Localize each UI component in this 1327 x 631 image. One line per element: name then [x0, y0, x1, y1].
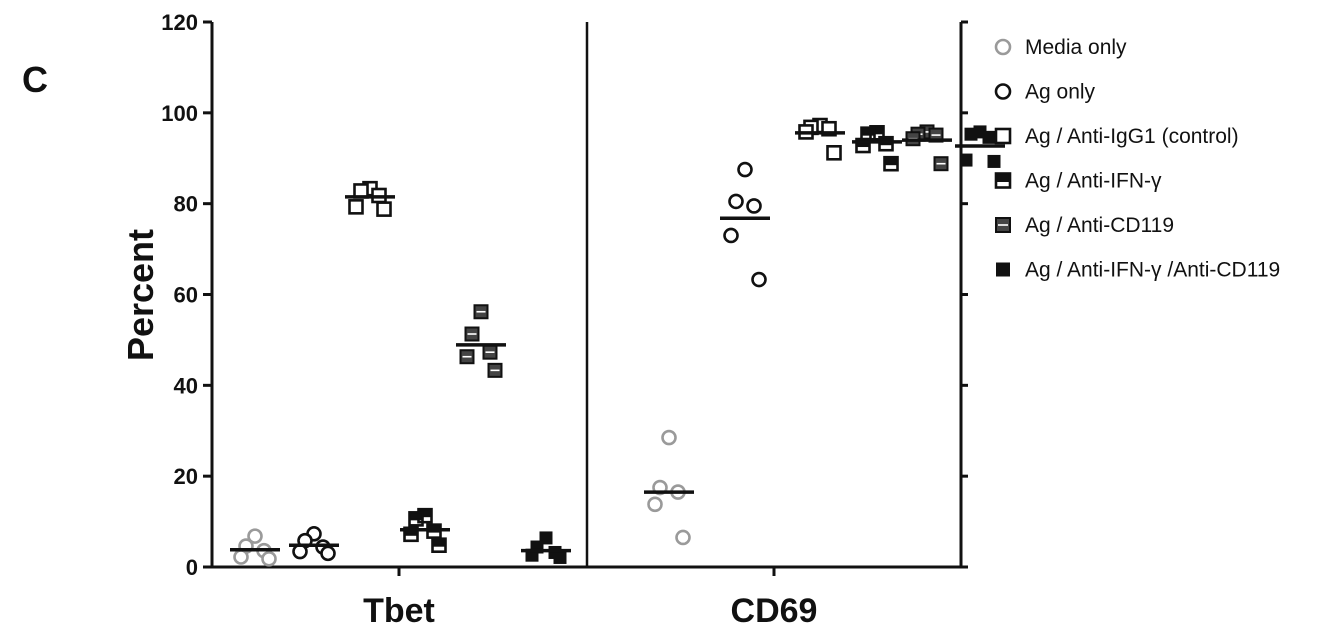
marker-shape	[233, 549, 249, 565]
legend-label: Ag / Anti-CD119	[1025, 214, 1174, 237]
marker-shape	[964, 127, 978, 141]
legend-item: Ag / Anti-IFN-γ /Anti-CD119	[996, 259, 1280, 282]
marker-shape	[261, 551, 277, 567]
data-point	[878, 135, 894, 152]
marker-shape	[675, 529, 691, 546]
marker-shape	[737, 161, 753, 178]
data-point	[987, 154, 1001, 168]
data-point	[247, 528, 263, 544]
y-axis-label: Percent	[120, 229, 161, 361]
marker-fill	[432, 538, 446, 546]
legend-label: Ag only	[1025, 81, 1096, 104]
axes: 0 20 40 60 80 100 120 Tbet CD69	[161, 10, 968, 630]
data-point	[487, 362, 503, 378]
y-tick-label: 20	[174, 464, 198, 489]
data-point	[751, 271, 767, 288]
marker-shape	[996, 262, 1010, 277]
data-point	[883, 155, 899, 172]
marker-shape	[728, 193, 744, 210]
legend-marker	[994, 172, 1012, 189]
marker-shape	[723, 227, 739, 244]
legend-item: Ag only	[994, 81, 1096, 104]
marker-fill	[427, 524, 441, 532]
data-point	[553, 550, 567, 564]
marker-shape	[987, 154, 1001, 168]
marker-shape	[661, 429, 677, 446]
legend-marker	[994, 83, 1012, 100]
legend-item: Media only	[994, 36, 1127, 59]
data-point	[464, 326, 480, 342]
marker-fill	[418, 509, 432, 516]
data-point	[459, 349, 475, 365]
x-group-label: CD69	[731, 592, 818, 630]
marker-fill	[996, 173, 1010, 181]
data-point	[964, 127, 978, 141]
legend-item: Ag / Anti-CD119	[995, 214, 1174, 237]
marker-shape	[746, 198, 762, 214]
data-point	[661, 429, 677, 446]
marker-fill	[409, 512, 423, 519]
data-point	[320, 545, 336, 562]
data-point	[431, 537, 447, 554]
legend-marker	[996, 262, 1010, 277]
data-point	[292, 543, 308, 560]
data-point	[723, 227, 739, 244]
data-point	[746, 198, 762, 214]
marker-shape	[553, 550, 567, 564]
legend-item: Ag / Anti-IFN-γ	[994, 170, 1162, 193]
marker-shape	[247, 528, 263, 544]
data-point	[728, 193, 744, 210]
legend-label: Ag / Anti-IFN-γ	[1025, 170, 1162, 193]
y-tick-label: 120	[161, 10, 198, 35]
data-point	[348, 199, 364, 215]
marker-fill	[884, 157, 898, 164]
y-tick-label: 100	[161, 101, 198, 126]
data-marks	[230, 117, 1005, 567]
marker-shape	[994, 38, 1012, 56]
y-tick-label: 60	[174, 283, 198, 308]
marker-shape	[959, 153, 973, 167]
legend-marker	[994, 127, 1012, 145]
data-point	[647, 496, 663, 513]
data-point	[959, 153, 973, 167]
data-point	[261, 551, 277, 567]
data-point	[933, 156, 949, 172]
y-tick-label: 0	[186, 555, 198, 580]
data-point	[737, 161, 753, 178]
legend-label: Ag / Anti-IFN-γ /Anti-CD119	[1025, 259, 1280, 282]
legend-label: Media only	[1025, 36, 1127, 59]
marker-shape	[348, 199, 364, 215]
x-group-label: Tbet	[363, 592, 435, 630]
marker-shape	[826, 145, 842, 161]
legend-marker	[994, 38, 1012, 56]
legend-item: Ag / Anti-IgG1 (control)	[994, 125, 1239, 148]
marker-shape	[994, 83, 1012, 100]
marker-shape	[751, 271, 767, 288]
legend-label: Ag / Anti-IgG1 (control)	[1025, 125, 1239, 148]
marker-shape	[647, 496, 663, 513]
marker-shape	[376, 201, 392, 217]
marker-shape	[982, 130, 996, 144]
y-tick-label: 40	[174, 373, 198, 398]
data-point	[233, 549, 249, 565]
data-point	[473, 304, 489, 320]
data-point	[982, 130, 996, 144]
marker-shape	[320, 545, 336, 562]
legend: Media only Ag only Ag / Anti-IgG1 (control…	[994, 36, 1280, 282]
data-point	[826, 145, 842, 161]
marker-shape	[994, 127, 1012, 145]
panel-label: C	[22, 59, 48, 100]
data-point	[482, 344, 498, 360]
data-point	[376, 201, 392, 217]
marker-fill	[861, 127, 875, 135]
y-tick-label: 80	[174, 192, 198, 217]
marker-shape	[292, 543, 308, 560]
data-point	[675, 529, 691, 546]
data-point	[408, 511, 424, 527]
legend-marker	[995, 217, 1011, 233]
marker-fill	[870, 126, 884, 133]
